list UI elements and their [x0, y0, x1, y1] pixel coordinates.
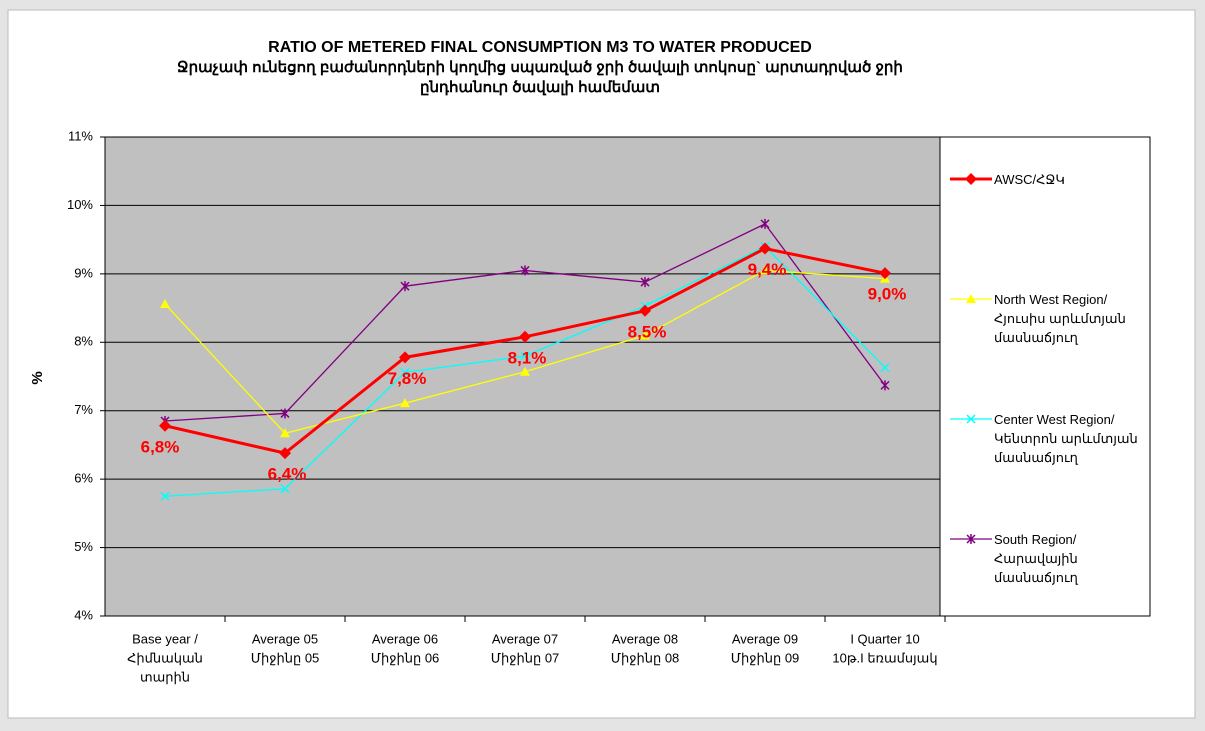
marker — [639, 304, 651, 317]
marker — [879, 267, 891, 280]
marker — [160, 491, 170, 501]
marker — [760, 218, 770, 229]
x-tick-label: Միջինը 08 — [611, 650, 680, 665]
x-tick-label: Average 05 — [252, 631, 318, 646]
legend-box — [939, 136, 1151, 617]
data-label: 6,4% — [268, 465, 307, 484]
marker — [520, 366, 530, 376]
legend-entry: AWSC/ՀՋԿ — [948, 170, 1148, 189]
legend-label: Center West Region/ Կենտրոն արևմտյան մաս… — [994, 412, 1138, 465]
y-tick-label: 9% — [74, 265, 93, 280]
marker — [760, 265, 770, 275]
marker — [966, 414, 976, 424]
y-tick-label: 6% — [74, 471, 93, 486]
legend-label: North West Region/ Հյուսիս արևմտյան մասն… — [994, 292, 1126, 345]
x-tick-label: 10թ.I եռամսյակ — [832, 650, 937, 665]
marker — [640, 330, 650, 340]
marker — [966, 294, 976, 303]
x-tick-label: Միջինը 05 — [251, 650, 320, 665]
marker — [965, 173, 977, 185]
marker — [880, 363, 890, 373]
marker — [966, 534, 976, 544]
x-tick-label: Միջինը 09 — [731, 650, 800, 665]
marker — [400, 281, 410, 292]
y-tick-label: 5% — [74, 539, 93, 554]
x-tick-label: Average 08 — [612, 631, 678, 646]
x-tick-label: Average 07 — [492, 631, 558, 646]
data-label: 6,8% — [141, 437, 180, 456]
x-tick-label: Base year / — [132, 631, 198, 646]
marker — [279, 447, 291, 460]
y-tick-label: 11% — [68, 128, 93, 143]
marker — [520, 265, 530, 276]
y-axis-label: % — [29, 371, 46, 384]
legend-swatch — [950, 534, 992, 544]
plot-area — [105, 137, 945, 616]
chart-subtitle: Ջրաչափ ունեցող բաժանորդների կողմից սպառվ… — [177, 59, 903, 76]
legend-label: AWSC/ՀՋԿ — [994, 172, 1065, 187]
x-tick-label: Հիմնական — [127, 650, 203, 665]
x-tick-label: Միջինը 06 — [371, 650, 440, 665]
legend-label: South Region/ Հարավային մասնաճյուղ — [994, 532, 1078, 585]
marker — [640, 277, 650, 288]
marker — [759, 242, 771, 255]
chart-subtitle: ընդհանուր ծավալի համեմատ — [420, 79, 660, 96]
legend-swatch — [950, 173, 992, 185]
chart-title: RATIO OF METERED FINAL CONSUMPTION M3 TO… — [268, 39, 812, 56]
x-tick-label: տարին — [140, 669, 190, 684]
y-tick-label: 4% — [74, 607, 93, 622]
marker — [880, 380, 890, 391]
x-tick-label: I Quarter 10 — [850, 631, 919, 646]
marker — [280, 428, 290, 438]
legend-swatch — [950, 414, 992, 424]
x-tick-label: Average 09 — [732, 631, 798, 646]
data-label: 9,0% — [868, 285, 907, 304]
marker — [400, 398, 410, 408]
marker — [280, 408, 290, 419]
y-tick-label: 8% — [74, 334, 93, 349]
legend-entry: North West Region/ Հյուսիս արևմտյան մասն… — [948, 290, 1148, 347]
marker — [519, 330, 531, 343]
y-tick-label: 10% — [67, 197, 93, 212]
legend-entry: South Region/ Հարավային մասնաճյուղ — [948, 530, 1148, 587]
marker — [520, 351, 530, 361]
marker — [400, 367, 410, 377]
data-label: 7,8% — [388, 369, 427, 388]
data-label: 8,1% — [508, 348, 547, 367]
legend-entry: Center West Region/ Կենտրոն արևմտյան մաս… — [948, 410, 1148, 467]
legend-swatch — [950, 294, 992, 303]
marker — [159, 419, 171, 432]
data-label: 8,5% — [628, 322, 667, 341]
marker — [399, 351, 411, 364]
y-tick-label: 7% — [74, 402, 93, 417]
x-tick-label: Average 06 — [372, 631, 438, 646]
x-tick-label: Միջինը 07 — [491, 650, 560, 665]
marker — [280, 484, 290, 494]
data-label: 9,4% — [748, 260, 787, 279]
marker — [160, 298, 170, 308]
